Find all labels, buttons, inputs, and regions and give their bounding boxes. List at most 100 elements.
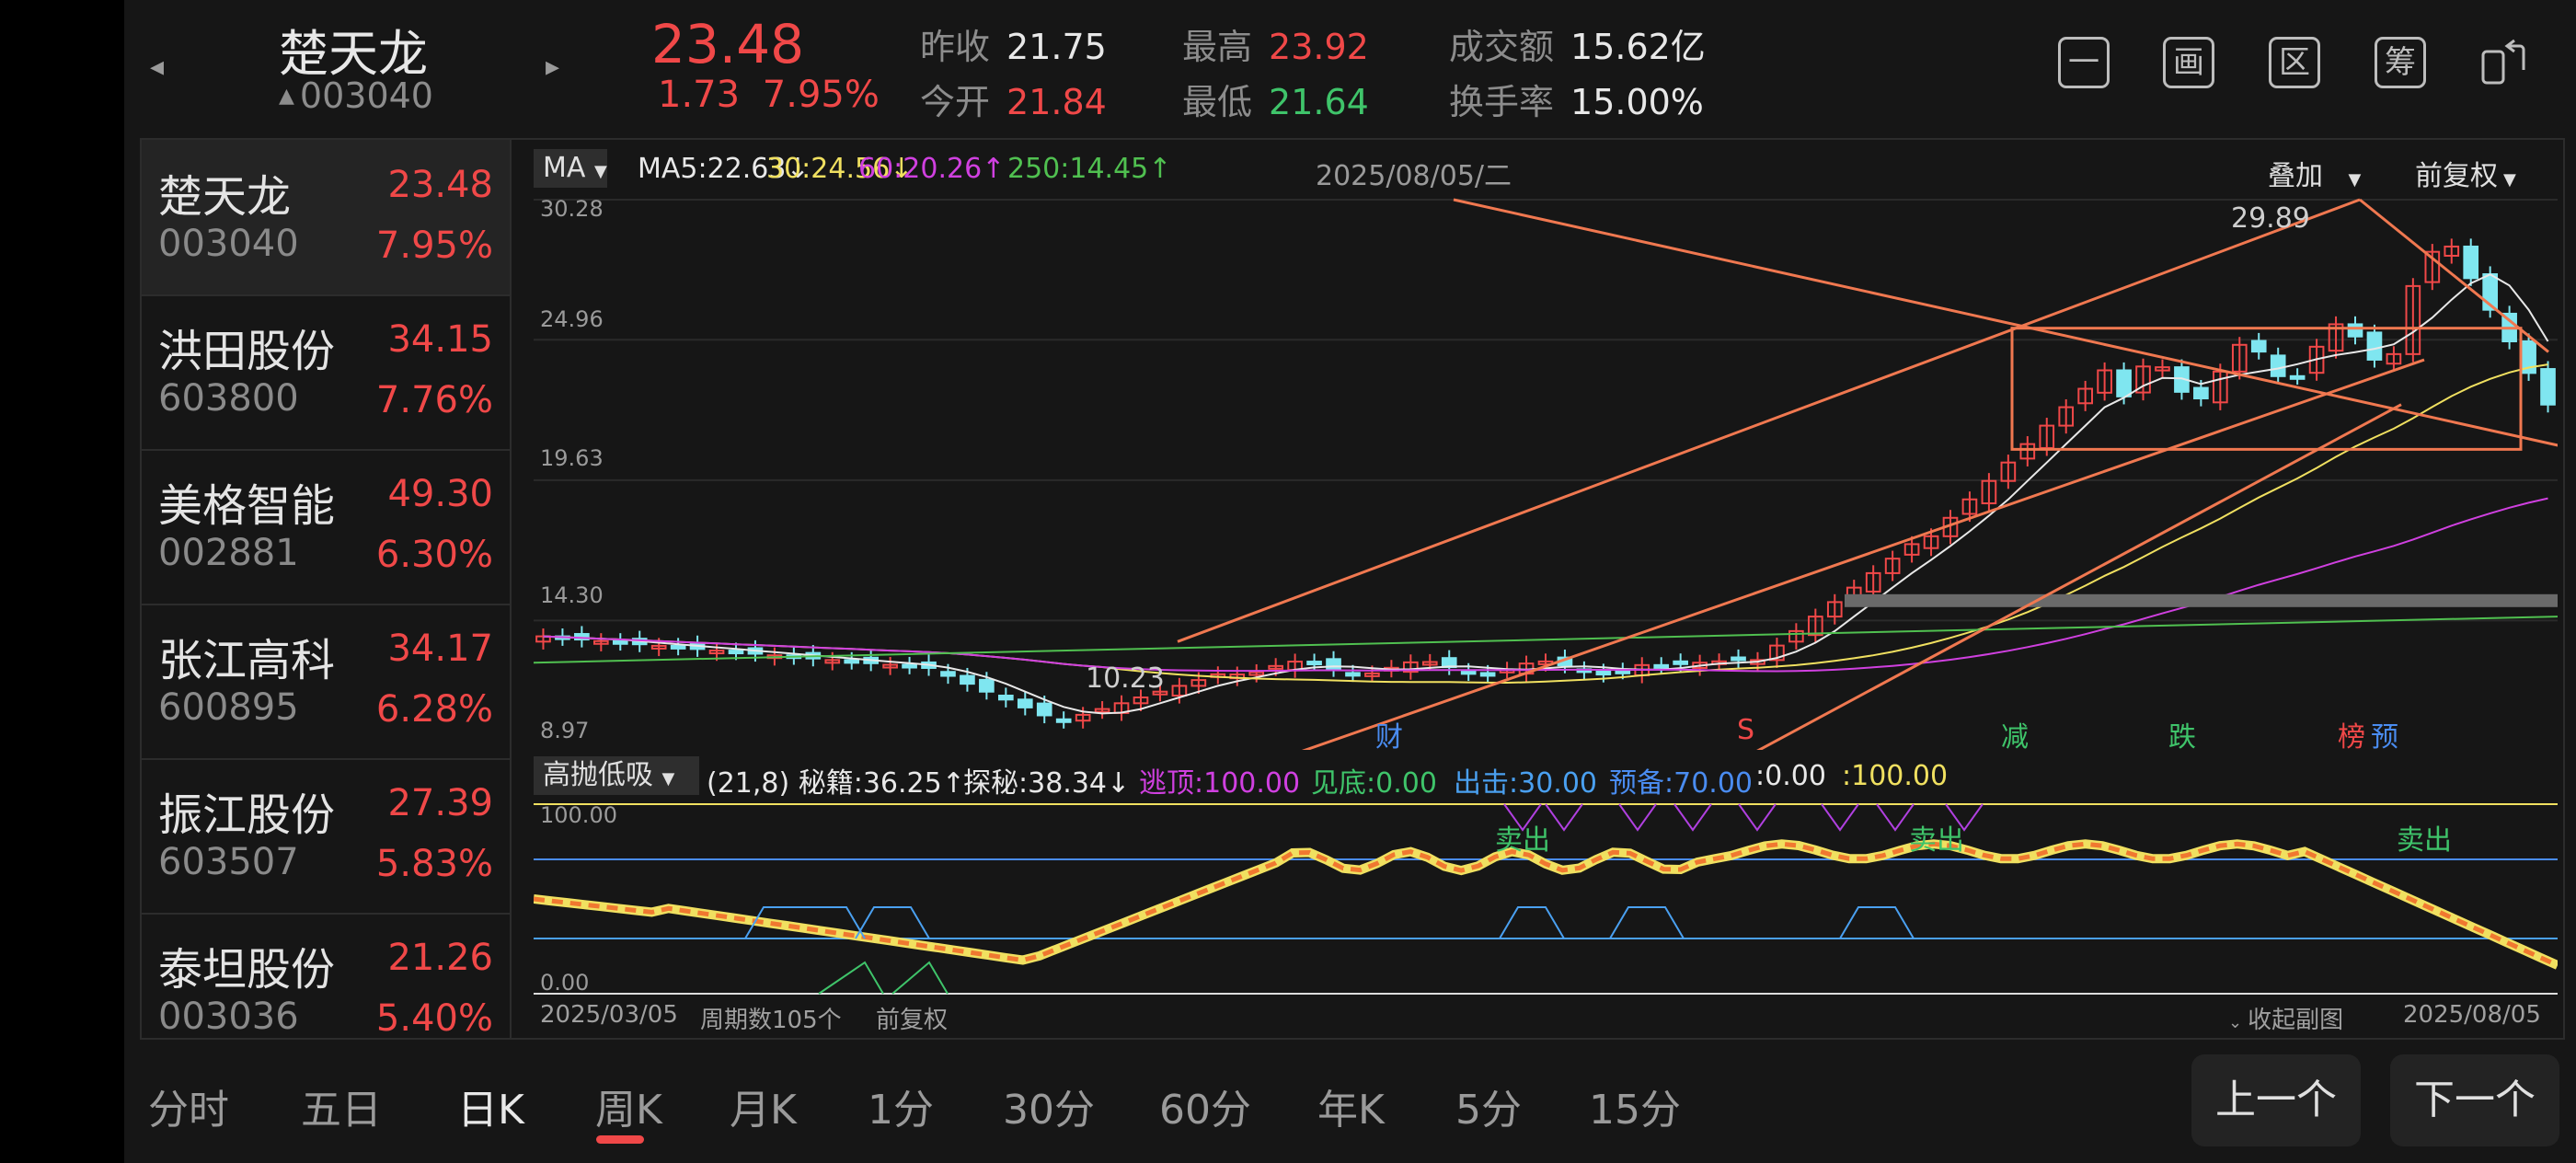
price-axis-label: 19.63	[540, 445, 604, 471]
event-marker[interactable]: S	[1737, 714, 1755, 746]
watchlist-item[interactable]: 张江高科 600895 34.17 6.28%	[142, 604, 510, 760]
overlay-button[interactable]: 叠加 ▼	[2268, 153, 2361, 193]
range-icon[interactable]: 区	[2269, 37, 2320, 88]
watchlist-percent: 6.30%	[375, 534, 493, 576]
prev-stock-arrow-icon[interactable]: ◂	[150, 51, 165, 83]
event-marker[interactable]: 榜	[2338, 721, 2365, 754]
previous-stock-button[interactable]: 上一个	[2191, 1054, 2361, 1146]
ma-button-label: MA	[543, 152, 586, 184]
sell-label: 卖出	[1909, 824, 1964, 857]
high-price-value: 23.92	[1269, 27, 1369, 67]
chips-icon[interactable]: 筹	[2375, 37, 2426, 88]
candle-body	[612, 639, 628, 645]
watchlist-item[interactable]: 振江股份 603507 27.39 5.83%	[142, 758, 510, 915]
low-price: 最低 21.64	[1182, 74, 1369, 124]
indicator-legend-item: 见底:0.00	[1311, 767, 1437, 800]
period-tab[interactable]: 15分	[1589, 1087, 1681, 1134]
adjust-button[interactable]: 前复权 ▼	[2415, 153, 2516, 193]
watchlist-code: 003040	[158, 223, 299, 265]
watchlist-price: 49.30	[387, 473, 493, 515]
turnover-amount-label: 成交额	[1449, 27, 1555, 67]
indicator-chart[interactable]	[534, 797, 2558, 996]
trend-channel-line	[2359, 198, 2549, 353]
period-tab[interactable]: 1分	[868, 1087, 934, 1134]
watchlist-price: 34.17	[387, 628, 493, 670]
watchlist-item[interactable]: 美格智能 002881 49.30 6.30%	[142, 449, 510, 605]
candle-body	[1460, 670, 1477, 675]
candle-body	[2386, 352, 2402, 365]
change-percent: 7.95%	[762, 74, 880, 116]
period-tab[interactable]: 日K	[457, 1087, 524, 1134]
watchlist-code: 603507	[158, 841, 299, 883]
sub-y-label-bottom: 0.00	[540, 970, 590, 996]
indicator-selector-button[interactable]: 高抛低吸 ▼	[534, 756, 699, 795]
switch-screen-icon[interactable]	[2478, 37, 2529, 88]
candle-body	[1865, 571, 1881, 593]
candle-body	[2308, 345, 2325, 374]
candle-body	[1017, 698, 1033, 708]
candle-body	[2000, 461, 2017, 482]
high-price: 最高 23.92	[1182, 18, 1369, 69]
candle-body	[1961, 498, 1978, 515]
watchlist-name: 张江高科	[158, 635, 336, 686]
period-tab[interactable]: 周K	[595, 1087, 662, 1134]
ma-selector-button[interactable]: MA ▼	[534, 149, 607, 188]
candle-body	[2270, 354, 2286, 377]
watchlist-item[interactable]: 泰坦股份 003036 21.26 5.40%	[142, 913, 510, 1040]
watchlist-percent: 5.40%	[375, 997, 493, 1040]
ma-legend-item: MA5:22.63↓	[638, 153, 810, 185]
period-tab[interactable]: 60分	[1159, 1087, 1251, 1134]
candle-body	[1788, 629, 1804, 643]
candle-body	[1615, 669, 1631, 674]
high-price-label: 29.89	[2231, 202, 2310, 235]
candle-body	[1769, 644, 1785, 662]
event-marker[interactable]: 跌	[2168, 721, 2196, 754]
price-axis-label: 14.30	[540, 582, 604, 608]
watchlist-item[interactable]: 洪田股份 603800 34.15 7.76%	[142, 294, 510, 451]
event-marker[interactable]: 预	[2371, 721, 2398, 754]
trend-channel-line	[1177, 198, 2361, 643]
candle-body	[824, 659, 841, 664]
period-tab[interactable]: 5分	[1455, 1087, 1522, 1134]
candle-body	[960, 674, 975, 685]
chevron-down-icon: ⌄	[2228, 1013, 2243, 1032]
candle-body	[2444, 245, 2460, 257]
dropdown-icon: ▼	[593, 162, 607, 181]
candle-body	[1884, 558, 1901, 574]
price-axis-label: 30.28	[540, 196, 604, 222]
watchlist-percent: 7.95%	[375, 225, 493, 267]
indicator-legend-item: 探秘:38.34↓	[963, 767, 1131, 800]
left-black-margin	[0, 0, 124, 1163]
indicator-button-label: 高抛低吸	[543, 759, 653, 791]
collapse-subchart-button[interactable]: ⌄ 收起副图	[2228, 1001, 2343, 1035]
candle-body	[2058, 406, 2075, 427]
period-tab[interactable]: 年K	[1317, 1087, 1385, 1134]
turnover-amount: 成交额 15.62亿	[1449, 18, 1706, 69]
event-marker[interactable]: 减	[2001, 721, 2029, 754]
buy-signal	[855, 906, 930, 939]
price-change: 1.73 7.95%	[658, 74, 880, 116]
low-price-value: 21.64	[1269, 82, 1369, 122]
event-marker[interactable]: 财	[1375, 721, 1403, 754]
candle-body	[1075, 713, 1091, 722]
next-stock-button[interactable]: 下一个	[2390, 1054, 2559, 1146]
turnover-rate-label: 换手率	[1449, 82, 1555, 122]
period-tab[interactable]: 30分	[1003, 1087, 1095, 1134]
candle-body	[902, 663, 917, 669]
candle-body	[2193, 386, 2209, 400]
indicator-legend-item: :100.00	[1842, 760, 1949, 792]
next-stock-arrow-icon[interactable]: ▸	[546, 51, 560, 83]
trend-channel-line	[1301, 358, 2425, 750]
low-price-label: 最低	[1182, 82, 1253, 122]
top-signal	[1821, 803, 1859, 832]
period-tab[interactable]: 分时	[148, 1087, 229, 1134]
overlay-label: 叠加	[2268, 160, 2323, 192]
candle-body	[650, 644, 667, 650]
minimize-icon[interactable]: 一	[2058, 37, 2110, 88]
watchlist-item[interactable]: 楚天龙 003040 23.48 7.95%	[142, 140, 510, 296]
candlestick-chart[interactable]	[534, 189, 2558, 750]
period-tab[interactable]: 月K	[730, 1087, 797, 1134]
draw-icon[interactable]: 画	[2163, 37, 2214, 88]
period-tab[interactable]: 五日	[301, 1087, 382, 1134]
footer-start-date: 2025/03/05	[540, 1001, 678, 1029]
